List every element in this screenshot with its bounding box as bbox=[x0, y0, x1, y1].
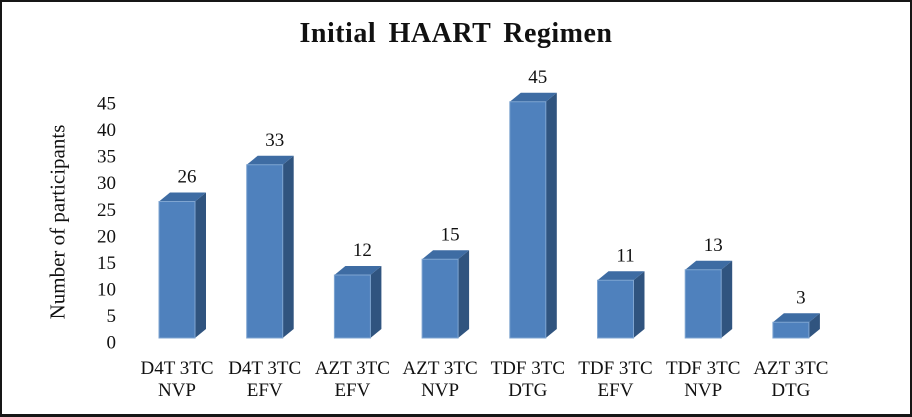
bar-front-face bbox=[772, 321, 810, 339]
bar: 33 bbox=[246, 130, 294, 339]
bar-value-label: 3 bbox=[796, 287, 806, 308]
bar-front-face bbox=[246, 164, 284, 339]
y-tick-label: 45 bbox=[97, 94, 116, 115]
y-tick-label: 15 bbox=[97, 253, 116, 274]
x-category-label: DTG bbox=[771, 380, 810, 401]
bar-value-label: 12 bbox=[353, 240, 372, 261]
x-category-label: DTG bbox=[508, 380, 547, 401]
bar-side-face bbox=[370, 266, 382, 338]
x-category-label: NVP bbox=[684, 380, 722, 401]
x-category-label: EFV bbox=[334, 380, 370, 401]
bar-value-label: 33 bbox=[265, 130, 284, 151]
y-tick-label: 25 bbox=[97, 200, 116, 221]
bar: 13 bbox=[684, 235, 733, 339]
bar-top-face bbox=[597, 271, 645, 281]
bar-side-face bbox=[545, 92, 557, 338]
bar: 26 bbox=[158, 167, 206, 339]
bar-side-face bbox=[808, 313, 820, 338]
bar-top-face bbox=[334, 266, 382, 275]
bar-top-face bbox=[509, 92, 557, 102]
bar-side-face bbox=[282, 155, 294, 338]
x-category-label: NVP bbox=[158, 380, 196, 401]
x-category-label: EFV bbox=[247, 380, 283, 401]
bar-side-face bbox=[721, 260, 733, 338]
y-tick-label: 40 bbox=[97, 120, 116, 141]
bar-side-face bbox=[633, 271, 645, 338]
y-tick-label: 20 bbox=[97, 226, 116, 247]
bar: 12 bbox=[333, 240, 382, 339]
bar-value-label: 13 bbox=[704, 235, 723, 256]
bar: 3 bbox=[772, 287, 820, 339]
bar-side-face bbox=[458, 250, 470, 338]
y-tick-label: 35 bbox=[97, 147, 116, 168]
bar-top-face bbox=[685, 260, 733, 270]
x-category-label: AZT 3TC bbox=[753, 358, 828, 379]
bar-top-face bbox=[422, 250, 470, 260]
bar-value-label: 15 bbox=[441, 224, 460, 245]
x-category-label: D4T 3TC bbox=[140, 358, 213, 379]
x-category-label: D4T 3TC bbox=[228, 358, 301, 379]
bar: 45 bbox=[509, 67, 557, 339]
x-category-label: TDF 3TC bbox=[666, 358, 740, 379]
bar: 11 bbox=[597, 245, 645, 339]
x-category-label: TDF 3TC bbox=[578, 358, 652, 379]
bar-front-face bbox=[158, 201, 196, 339]
bar-front-face bbox=[333, 274, 371, 339]
x-category-label: AZT 3TC bbox=[315, 358, 390, 379]
bar-side-face bbox=[195, 192, 206, 338]
y-tick-label: 5 bbox=[107, 306, 117, 327]
bar-value-label: 26 bbox=[178, 167, 197, 188]
x-category-label: TDF 3TC bbox=[491, 358, 565, 379]
bar-value-label: 45 bbox=[528, 67, 547, 88]
y-tick-label: 10 bbox=[97, 279, 116, 300]
y-tick-label: 30 bbox=[97, 173, 116, 194]
x-category-label: AZT 3TC bbox=[403, 358, 478, 379]
y-tick-label: 0 bbox=[107, 333, 117, 354]
bar-front-face bbox=[684, 269, 722, 339]
bar-front-face bbox=[597, 279, 634, 339]
bar-front-face bbox=[421, 258, 459, 339]
bar-front-face bbox=[509, 101, 547, 339]
bar-top-face bbox=[159, 192, 206, 202]
bar-top-face bbox=[246, 155, 294, 165]
bar-value-label: 11 bbox=[616, 245, 634, 266]
x-category-label: NVP bbox=[421, 380, 459, 401]
chart-title: Initial HAART Regimen bbox=[299, 18, 613, 49]
bar-top-face bbox=[772, 313, 820, 323]
bar: 15 bbox=[421, 224, 470, 339]
x-category-label: EFV bbox=[598, 380, 634, 401]
